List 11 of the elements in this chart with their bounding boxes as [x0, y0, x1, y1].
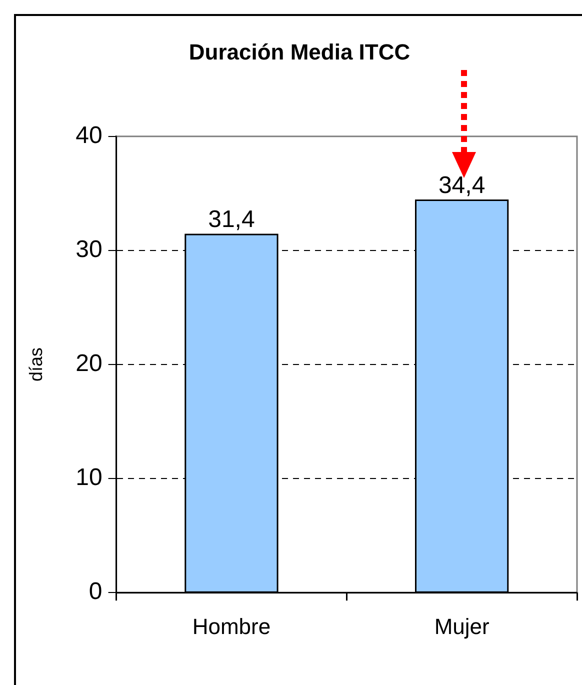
data-label: 31,4 — [208, 206, 255, 234]
chart-title: Duración Media ITCC — [188, 39, 410, 64]
y-tick-label: 10 — [76, 464, 102, 492]
y-axis-title: días — [26, 347, 46, 382]
y-tick-label: 30 — [76, 236, 102, 264]
y-tick-label: 40 — [76, 122, 102, 150]
y-tick-label: 0 — [88, 578, 102, 606]
data-label: 34,4 — [438, 172, 486, 199]
x-tick-label: Hombre — [192, 614, 271, 639]
x-tick-label: Mujer — [434, 614, 490, 639]
y-tick-label: 20 — [76, 350, 102, 378]
